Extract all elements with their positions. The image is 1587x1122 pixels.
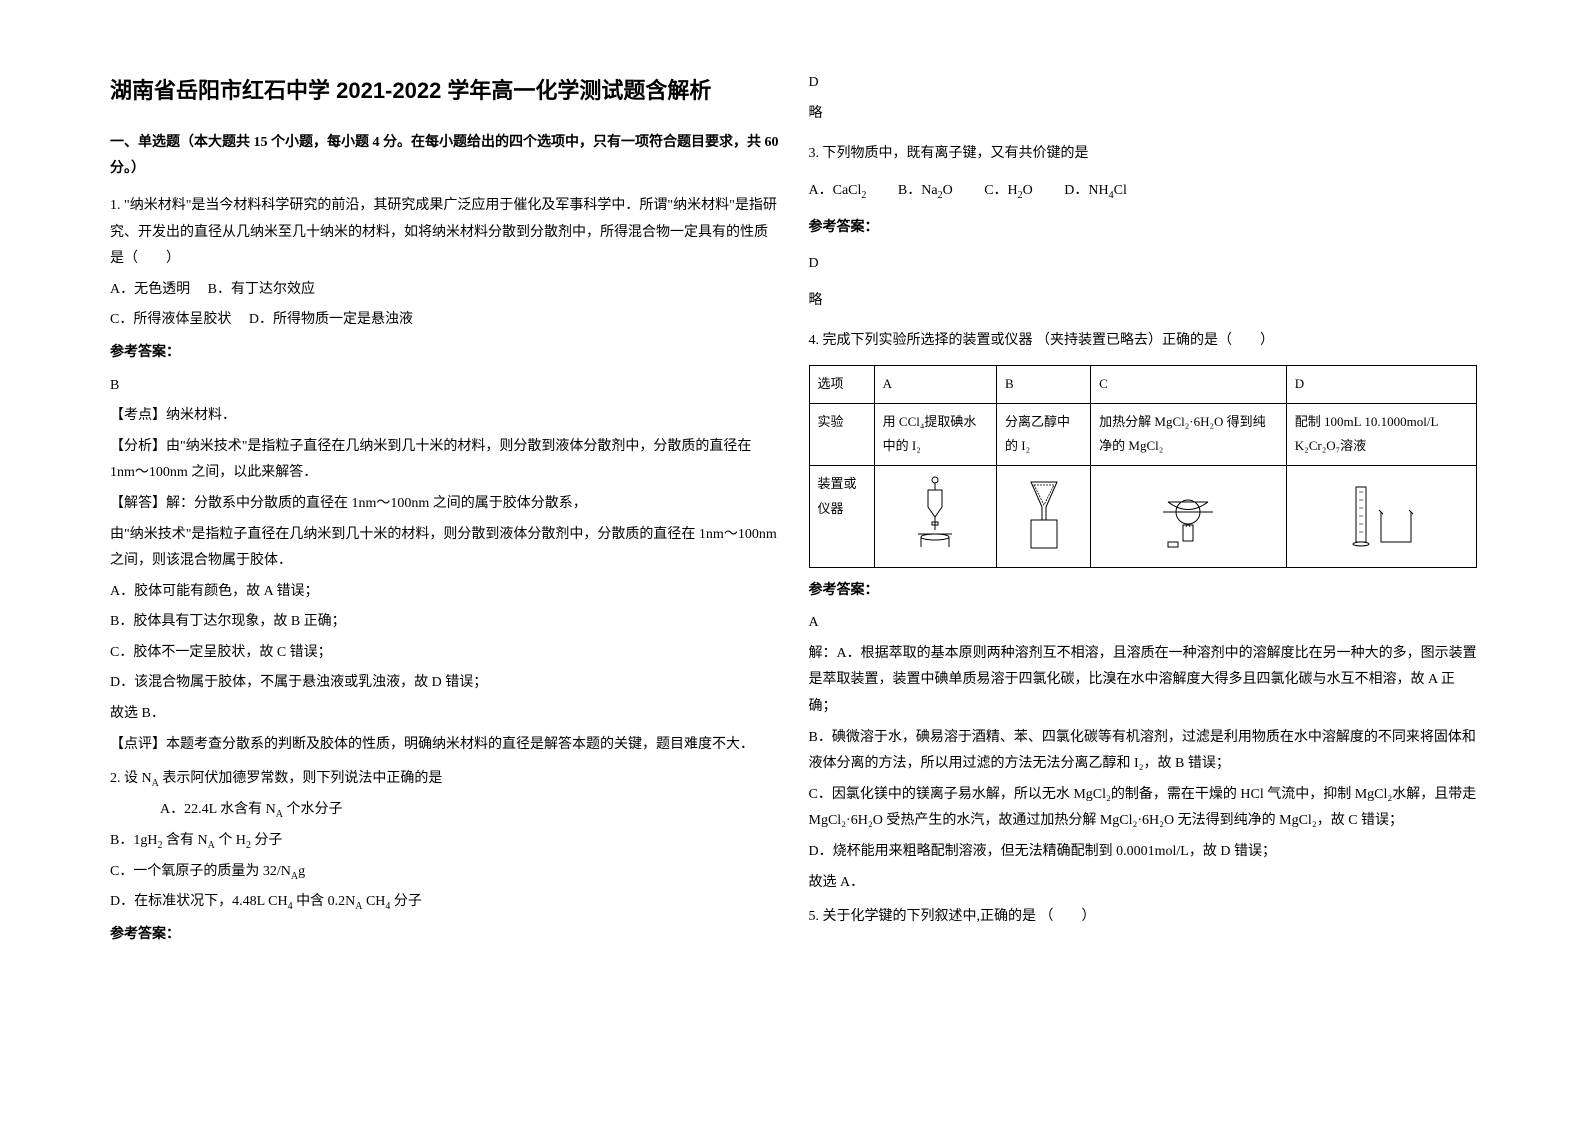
q2-lue: 略	[809, 101, 1478, 128]
question-1: 1. "纳米材料"是当今材料科学研究的前沿，其研究成果广泛应用于催化及军事科学中…	[110, 193, 779, 758]
q1-kaodian: 【考点】纳米材料．	[110, 403, 779, 430]
question-2: 2. 设 NA 表示阿伏加德罗常数，则下列说法中正确的是 A．22.4L 水含有…	[110, 766, 779, 949]
q1-jieda-a: A．胶体可能有颜色，故 A 错误；	[110, 579, 779, 606]
th-c: C	[1091, 365, 1287, 403]
th-d: D	[1286, 365, 1476, 403]
th-b: B	[997, 365, 1091, 403]
q4-jieda4: D．烧杯能用来粗略配制溶液，但无法精确配制到 0.0001mol/L，故 D 错…	[809, 839, 1478, 866]
table-row-device: 装置或仪器	[809, 466, 1477, 568]
device-a	[874, 466, 996, 568]
q5-stem: 5. 关于化学键的下列叙述中,正确的是 （ ）	[809, 904, 1478, 931]
q1-jieda2: 由"纳米技术"是指粒子直径在几纳米到几十米的材料，则分散到液体分散剂中，分散质的…	[110, 522, 779, 575]
q4-stem: 4. 完成下列实验所选择的装置或仪器 （夹持装置已略去）正确的是（ ）	[809, 328, 1478, 355]
q4-answer-label: 参考答案：	[809, 578, 1478, 605]
question-4: 4. 完成下列实验所选择的装置或仪器 （夹持装置已略去）正确的是（ ） 选项 A…	[809, 328, 1478, 896]
question-5: 5. 关于化学键的下列叙述中,正确的是 （ ）	[809, 904, 1478, 931]
q1-jieda-end: 故选 B．	[110, 701, 779, 728]
q4-jieda2: B．碘微溶于水，碘易溶于酒精、苯、四氯化碳等有机溶剂，过滤是利用物质在水中溶解度…	[809, 725, 1478, 778]
th-a: A	[874, 365, 996, 403]
q2-stem: 2. 设 NA 表示阿伏加德罗常数，则下列说法中正确的是	[110, 766, 779, 793]
q1-answer: B	[110, 373, 779, 400]
q1-jieda-d: D．该混合物属于胶体，不属于悬浊液或乳浊液，故 D 错误；	[110, 670, 779, 697]
device-b	[997, 466, 1091, 568]
q4-answer: A	[809, 610, 1478, 637]
q1-options-ab: A．无色透明 B．有丁达尔效应	[110, 277, 779, 304]
q2-answer-label: 参考答案：	[110, 922, 779, 949]
q4-table: 选项 A B C D 实验 用 CCl₄提取碘水中的 I₂ 分离乙醇中的 I₂ …	[809, 365, 1478, 568]
q2-opt-d: D．在标准状况下，4.48L CH4 中含 0.2NA CH4 分子	[110, 889, 779, 916]
q1-jieda-c: C．胶体不一定呈胶状，故 C 错误；	[110, 640, 779, 667]
q4-jieda1: 解：A．根据萃取的基本原则两种溶剂互不相溶，且溶质在一种溶剂中的溶解度比在另一种…	[809, 641, 1478, 721]
question-3: 3. 下列物质中，既有离子键，又有共价键的是 A．CaCl2 B．Na2O C．…	[809, 141, 1478, 314]
q3-stem: 3. 下列物质中，既有离子键，又有共价键的是	[809, 141, 1478, 168]
q1-options-cd: C．所得液体呈胶状 D．所得物质一定是悬浊液	[110, 307, 779, 334]
beaker-cylinder-icon	[1341, 472, 1421, 552]
left-column: 湖南省岳阳市红石中学 2021-2022 学年高一化学测试题含解析 一、单选题（…	[95, 70, 794, 1052]
row1-label: 实验	[809, 403, 874, 465]
q1-jieda-b: B．胶体具有丁达尔现象，故 B 正确；	[110, 609, 779, 636]
q3-answer-label: 参考答案：	[809, 215, 1478, 242]
device-c	[1091, 466, 1287, 568]
row1-a: 用 CCl₄提取碘水中的 I₂	[874, 403, 996, 465]
evaporating-dish-icon	[1153, 472, 1223, 552]
q2-opt-a: A．22.4L 水含有 NA 个水分子	[110, 797, 779, 824]
table-row-experiment: 实验 用 CCl₄提取碘水中的 I₂ 分离乙醇中的 I₂ 加热分解 MgCl₂·…	[809, 403, 1477, 465]
q4-jieda3: C．因氯化镁中的镁离子易水解，所以无水 MgCl₂的制备，需在干燥的 HCl 气…	[809, 782, 1478, 835]
q1-answer-label: 参考答案：	[110, 340, 779, 367]
table-header-row: 选项 A B C D	[809, 365, 1477, 403]
q1-jieda1: 【解答】解：分散系中分散质的直径在 1nm～100nm 之间的属于胶体分散系，	[110, 491, 779, 518]
th-option: 选项	[809, 365, 874, 403]
q3-lue: 略	[809, 288, 1478, 315]
row1-c: 加热分解 MgCl₂·6H₂O 得到纯净的 MgCl₂	[1091, 403, 1287, 465]
q2-answer: D	[809, 70, 1478, 97]
row1-b: 分离乙醇中的 I₂	[997, 403, 1091, 465]
q1-fenxi: 【分析】由"纳米技术"是指粒子直径在几纳米到几十米的材料，则分散到液体分散剂中，…	[110, 434, 779, 487]
q2-opt-c: C．一个氧原子的质量为 32/NAg	[110, 859, 779, 886]
q3-options: A．CaCl2 B．Na2O C．H2O D．NH4Cl	[809, 178, 1478, 205]
filter-funnel-icon	[1019, 472, 1069, 552]
right-column: D 略 3. 下列物质中，既有离子键，又有共价键的是 A．CaCl2 B．Na2…	[794, 70, 1493, 1052]
separating-funnel-icon	[910, 472, 960, 552]
q2-opt-b: B．1gH2 含有 NA 个 H2 分子	[110, 828, 779, 855]
q1-stem: 1. "纳米材料"是当今材料科学研究的前沿，其研究成果广泛应用于催化及军事科学中…	[110, 193, 779, 273]
q1-dianping: 【点评】本题考查分散系的判断及胶体的性质，明确纳米材料的直径是解答本题的关键，题…	[110, 732, 779, 759]
exam-title: 湖南省岳阳市红石中学 2021-2022 学年高一化学测试题含解析	[110, 70, 779, 112]
q3-answer: D	[809, 251, 1478, 278]
row2-label: 装置或仪器	[809, 466, 874, 568]
q4-jieda-end: 故选 A．	[809, 870, 1478, 897]
row1-d: 配制 100mL 10.1000mol/L K₂Cr₂O₇溶液	[1286, 403, 1476, 465]
device-d	[1286, 466, 1476, 568]
section-header: 一、单选题（本大题共 15 个小题，每小题 4 分。在每小题给出的四个选项中，只…	[110, 130, 779, 183]
